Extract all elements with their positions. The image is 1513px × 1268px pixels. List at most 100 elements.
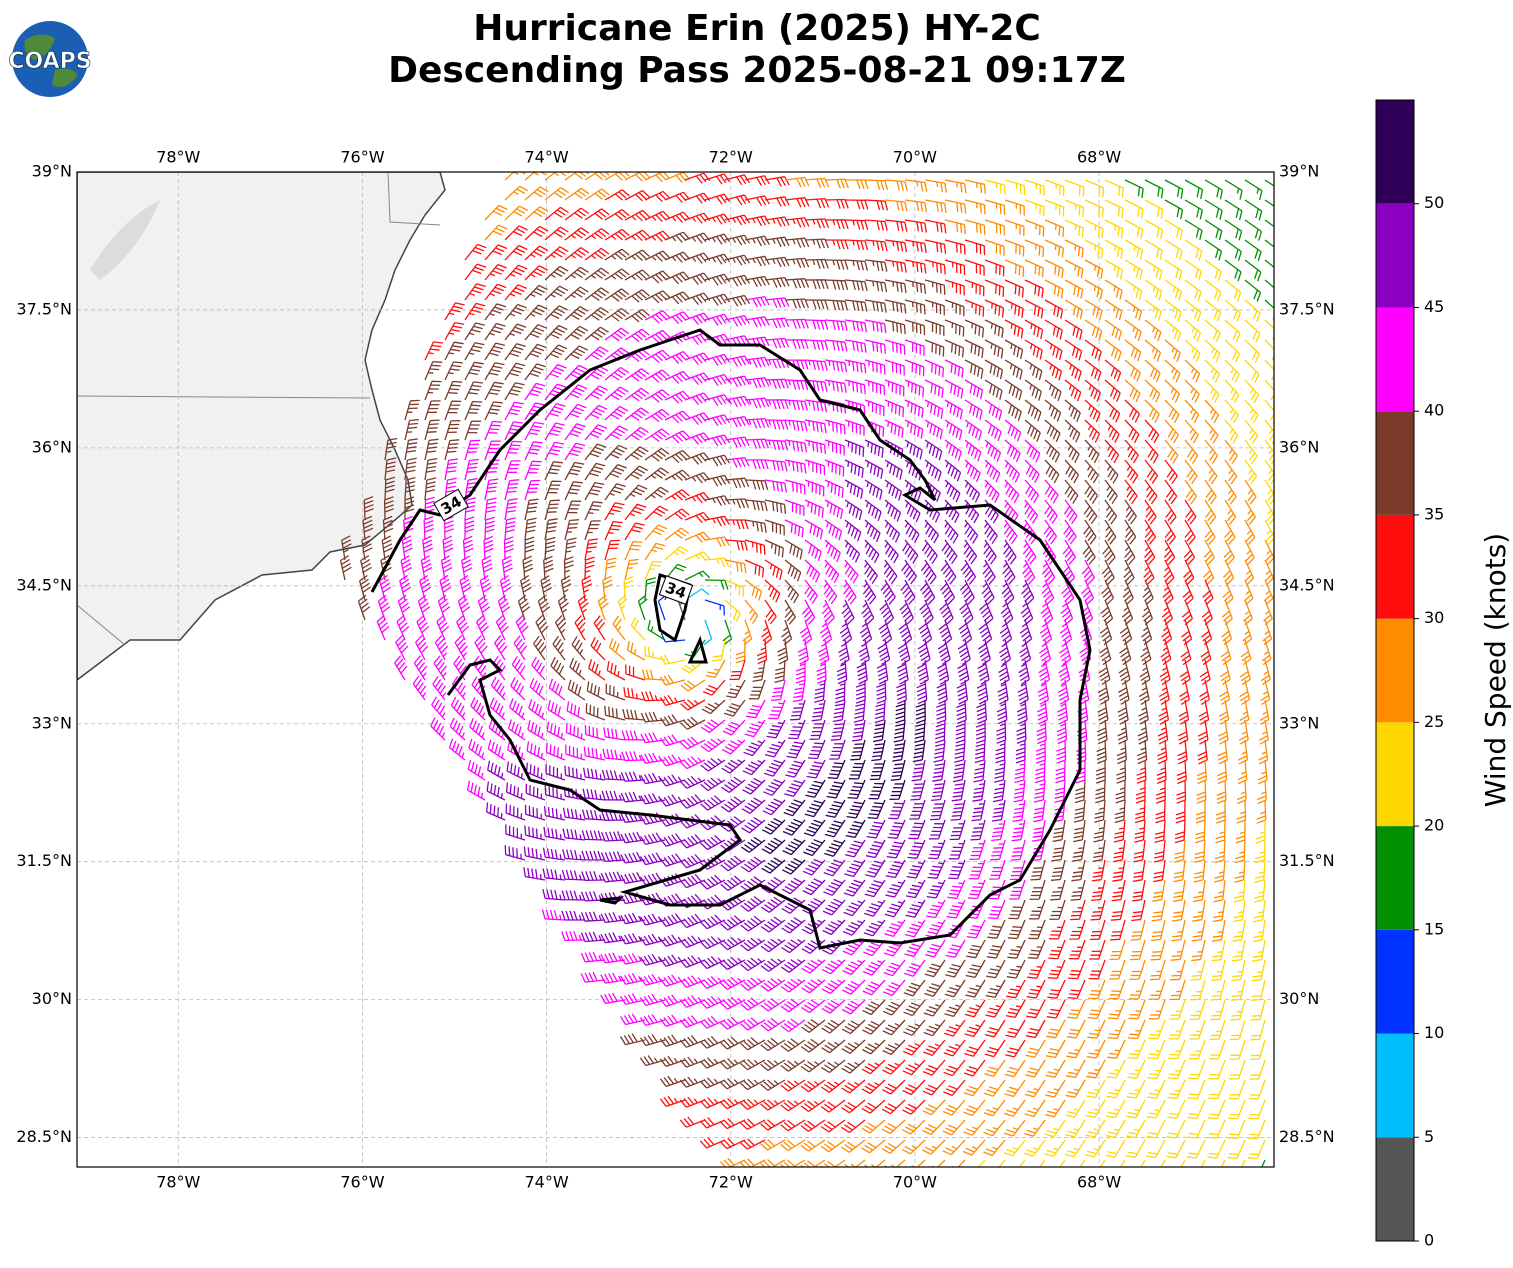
- wind-barb: [884, 919, 906, 938]
- wind-barb: [620, 1013, 646, 1026]
- wind-barb: [684, 452, 711, 465]
- wind-barb: [525, 762, 546, 781]
- wind-barb: [1252, 939, 1266, 962]
- x-tick-label: 76°W: [340, 148, 384, 167]
- wind-barb: [1224, 279, 1242, 302]
- wind-barb: [684, 412, 711, 426]
- y-tick-label: 36°N: [1279, 437, 1319, 456]
- wind-barb: [740, 1078, 766, 1091]
- wind-barb: [884, 499, 902, 522]
- wind-barb: [571, 636, 586, 661]
- wind-barb: [963, 1059, 986, 1077]
- wind-barb: [644, 369, 670, 383]
- wind-barb: [1060, 599, 1074, 626]
- wind-barb: [1154, 819, 1166, 844]
- wind-barb: [1068, 959, 1086, 980]
- wind-barb: [679, 955, 706, 969]
- wind-barb: [1184, 439, 1199, 464]
- wind-barb: [564, 384, 588, 401]
- wind-barb: [864, 399, 885, 417]
- wind-barb: [864, 879, 886, 898]
- wind-barb: [1141, 599, 1154, 626]
- wind-barb: [944, 979, 966, 998]
- wind-barb: [624, 190, 650, 202]
- wind-barb: [1227, 1139, 1246, 1159]
- wind-barb: [966, 919, 986, 939]
- wind-barb: [920, 579, 936, 605]
- wind-barb: [744, 499, 768, 512]
- wind-barb: [397, 594, 411, 621]
- wind-barb: [1204, 339, 1221, 363]
- wind-barb: [1211, 939, 1226, 962]
- wind-barb: [807, 739, 826, 760]
- wind-barb: [1034, 759, 1046, 784]
- wind-barb: [924, 959, 946, 978]
- wind-barb: [804, 479, 825, 497]
- wind-barb: [544, 785, 566, 801]
- wind-barb: [699, 956, 726, 970]
- wind-barb: [581, 871, 606, 882]
- wind-barb: [904, 399, 924, 418]
- wind-barb: [884, 419, 904, 438]
- wind-barb: [1264, 439, 1274, 465]
- wind-barb: [896, 659, 909, 685]
- wind-barb: [805, 779, 826, 798]
- wind-barb: [1095, 759, 1106, 784]
- wind-barb: [904, 379, 925, 398]
- wind-barb: [1213, 879, 1226, 903]
- wind-barb: [524, 825, 546, 841]
- wind-barb: [740, 1017, 766, 1031]
- wind-barb: [1037, 679, 1050, 705]
- wind-barb: [995, 739, 1006, 764]
- wind-barb: [1004, 239, 1025, 257]
- wind-barb: [1224, 179, 1243, 200]
- wind-barb: [784, 197, 810, 208]
- wind-barb: [979, 599, 994, 626]
- wind-barb: [824, 239, 849, 250]
- wind-barb: [820, 1139, 846, 1153]
- wind-barb: [963, 539, 978, 565]
- wind-barb: [764, 439, 789, 451]
- wind-barb: [444, 400, 462, 421]
- wind-barb: [1004, 259, 1025, 278]
- wind-barb: [644, 290, 671, 304]
- wind-barb: [580, 931, 606, 943]
- wind-barb: [740, 915, 766, 932]
- wind-barb: [1242, 619, 1253, 646]
- wind-barb: [1055, 759, 1066, 784]
- wind-barb: [1184, 299, 1202, 322]
- wind-barb: [620, 973, 646, 985]
- wind-barb: [1228, 1099, 1246, 1120]
- wind-barb: [963, 1079, 986, 1097]
- wind-barb: [416, 614, 430, 641]
- wind-barb: [760, 938, 786, 953]
- wind-barb: [991, 799, 1006, 822]
- wind-barb: [724, 699, 746, 717]
- wind-barb: [1024, 179, 1045, 196]
- x-tick-label: 70°W: [893, 148, 937, 167]
- wind-barb: [780, 1159, 806, 1167]
- wind-barb: [1150, 939, 1166, 961]
- wind-barb: [784, 399, 808, 411]
- wind-barb: [800, 1139, 826, 1152]
- wind-barb: [1244, 399, 1259, 424]
- wind-barb: [924, 439, 943, 461]
- wind-barb: [904, 939, 926, 958]
- wind-barb: [1231, 959, 1246, 982]
- wind-barb: [863, 559, 878, 584]
- wind-barb: [780, 1059, 806, 1072]
- wind-barb: [1106, 1059, 1126, 1079]
- wind-barb: [827, 759, 846, 780]
- wind-barb: [948, 839, 966, 860]
- wind-barb: [1191, 919, 1206, 942]
- wind-barb: [562, 828, 586, 841]
- wind-barb: [464, 302, 486, 321]
- logo-land: [24, 34, 78, 88]
- wind-barb: [944, 419, 963, 441]
- wind-barb: [1263, 579, 1274, 606]
- wind-barb: [843, 899, 866, 917]
- wind-barb: [924, 199, 947, 213]
- wind-barb: [705, 659, 726, 679]
- wind-barb: [964, 179, 987, 194]
- wind-barb: [644, 524, 668, 541]
